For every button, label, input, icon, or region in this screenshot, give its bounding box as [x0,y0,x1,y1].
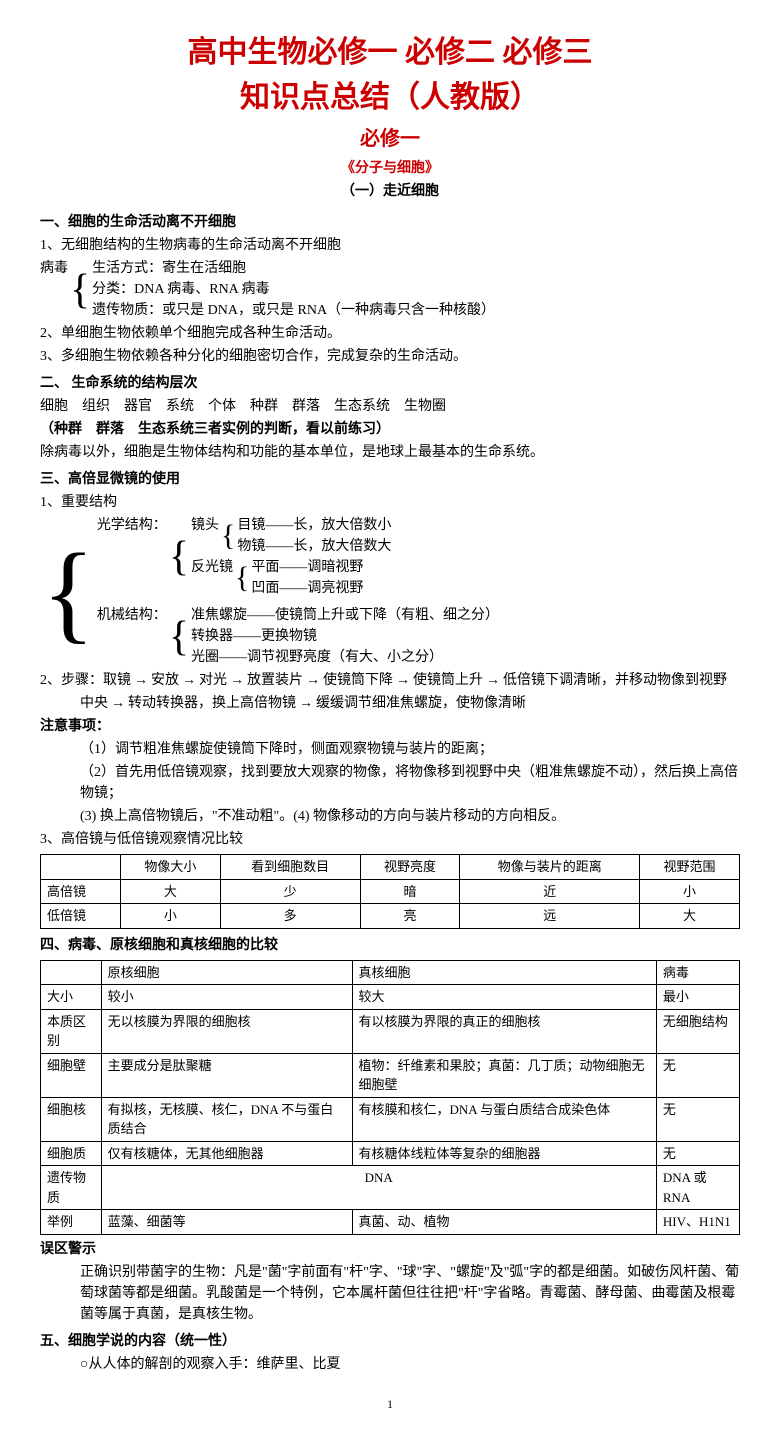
brace-icon: { [68,258,92,321]
s2-note: （种群 群落 生态系统三者实例的判断，看以前练习） [40,419,740,440]
doc-title-line2: 知识点总结（人教版） [40,75,740,120]
arrow-icon: → [296,696,316,711]
arrow-icon: → [108,696,128,711]
s3-steps-line2: 中央→转动转换器，换上高倍物镜→缓缓调节细准焦螺旋，使物像清晰 [40,693,740,714]
virus-class: 分类：DNA 病毒、RNA 病毒 [92,279,495,300]
table-row: 举例蓝藻、细菌等真菌、动、植物HIV、H1N1 [41,1210,740,1235]
mech-label: 机械结构： [97,605,167,668]
lens-obj: 物镜——长，放大倍数大 [237,536,391,557]
mech-revolver: 转换器——更换物镜 [191,626,499,647]
virus-genetic: 遗传物质：或只是 DNA，或只是 RNA（一种病毒只含一种核酸） [92,300,495,321]
brace-icon: { [167,605,191,668]
mirror-concave: 凹面——调亮视野 [251,578,363,599]
page-number: 1 [40,1395,740,1413]
s1-p3: 3、多细胞生物依赖各种分化的细胞密切合作，完成复杂的生命活动。 [40,346,740,367]
warning-heading: 误区警示 [40,1239,740,1260]
mech-focus: 准焦螺旋——使镜筒上升或下降（有粗、细之分） [191,605,499,626]
lens-label: 镜头 [191,515,219,557]
section3-heading: 三、高倍显微镜的使用 [40,469,740,490]
note-2: （2）首先用低倍镜观察，找到要放大观察的物像，将物像移到视野中央（粗准焦螺旋不动… [40,762,740,804]
arrow-icon: → [393,673,413,688]
s1-p2: 2、单细胞生物依赖单个细胞完成各种生命活动。 [40,323,740,344]
notes-heading: 注意事项： [40,716,740,737]
brace-icon: { [167,515,191,599]
table-row: 细胞核有拟核，无核膜、核仁，DNA 不与蛋白质结合有核膜和核仁，DNA 与蛋白质… [41,1097,740,1141]
arrow-icon: → [227,673,247,688]
table-row: 原核细胞真核细胞病毒 [41,960,740,985]
brace-icon: { [219,515,237,557]
table-row: 细胞壁主要成分是肽聚糖植物：纤维素和果胶；真菌：几丁质；动物细胞无细胞壁无 [41,1053,740,1097]
table-row: 高倍镜大少暗近小 [41,879,740,904]
subtitle-1: 必修一 [40,124,740,154]
s2-p1: 除病毒以外，细胞是生物体结构和功能的基本单位，是地球上最基本的生命系统。 [40,442,740,463]
mirror-label: 反光镜 [191,557,233,599]
table-compare-cells: 原核细胞真核细胞病毒 大小较小较大最小 本质区别无以核膜为界限的细胞核有以核膜为… [40,960,740,1235]
subtitle-3: （一）走近细胞 [40,181,740,202]
subtitle-2: 《分子与细胞》 [40,158,740,179]
table-row: 本质区别无以核膜为界限的细胞核有以核膜为界限的真正的细胞核无细胞结构 [41,1009,740,1053]
table-compare-lens: 物像大小看到细胞数目视野亮度物像与装片的距离视野范围 高倍镜大少暗近小 低倍镜小… [40,854,740,929]
mirror-flat: 平面——调暗视野 [251,557,363,578]
table-row: 低倍镜小多亮远大 [41,904,740,929]
s3-steps-line1: 2、步骤：取镜→安放→对光→放置装片→使镜筒下降→使镜筒上升→低倍镜下调清晰，并… [40,670,740,691]
arrow-icon: → [179,673,199,688]
section1-heading: 一、细胞的生命活动离不开细胞 [40,212,740,233]
brace-icon: { [233,557,251,599]
note-1: （1）调节粗准焦螺旋使镜筒下降时，侧面观察物镜与装片的距离； [40,739,740,760]
table-row: 细胞质仅有核糖体，无其他细胞器有核糖体线粒体等复杂的细胞器无 [41,1141,740,1166]
virus-label: 病毒 [40,258,68,321]
s1-p1: 1、无细胞结构的生物病毒的生命活动离不开细胞 [40,235,740,256]
s3-p3: 3、高倍镜与低倍镜观察情况比较 [40,829,740,850]
optical-label: 光学结构： [97,515,167,599]
section4-heading: 四、病毒、原核细胞和真核细胞的比较 [40,935,740,956]
lens-eye: 目镜——长，放大倍数小 [237,515,391,536]
s3-p1: 1、重要结构 [40,492,740,513]
brace-icon: { [40,515,97,668]
table-row: 遗传物质DNADNA 或 RNA [41,1166,740,1210]
table-row: 大小较小较大最小 [41,985,740,1010]
section5-heading: 五、细胞学说的内容（统一性） [40,1331,740,1352]
section2-heading: 二、 生命系统的结构层次 [40,373,740,394]
arrow-icon: → [483,673,503,688]
table-row: 物像大小看到细胞数目视野亮度物像与装片的距离视野范围 [41,855,740,880]
virus-life: 生活方式：寄生在活细胞 [92,258,495,279]
s5-p1: ○从人体的解剖的观察入手：维萨里、比夏 [40,1354,740,1375]
doc-title-line1: 高中生物必修一 必修二 必修三 [40,30,740,75]
s2-levels: 细胞 组织 器官 系统 个体 种群 群落 生态系统 生物圈 [40,396,740,417]
arrow-icon: → [131,673,151,688]
mech-diaphragm: 光圈——调节视野亮度（有大、小之分） [191,647,499,668]
note-3: (3) 换上高倍物镜后，"不准动粗"。(4) 物像移动的方向与装片移动的方向相反… [40,806,740,827]
warning-text: 正确识别带菌字的生物：凡是"菌"字前面有"杆"字、"球"字、"螺旋"及"弧"字的… [40,1262,740,1325]
arrow-icon: → [303,673,323,688]
